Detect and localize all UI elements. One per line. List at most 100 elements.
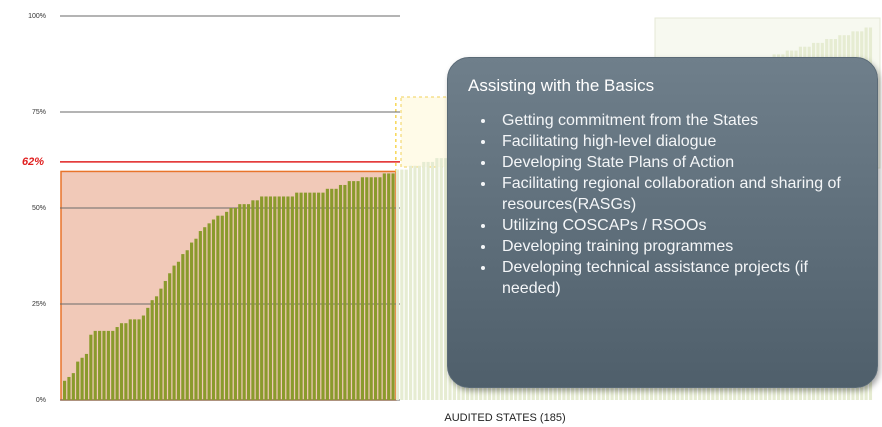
- bar: [303, 192, 308, 400]
- bar: [181, 254, 185, 400]
- bar: [71, 373, 75, 400]
- bar: [338, 184, 343, 400]
- bar: [365, 177, 369, 400]
- bar: [229, 208, 233, 400]
- bar: [76, 361, 80, 400]
- bar: [286, 196, 290, 400]
- bar: [413, 165, 417, 400]
- callout-item: Getting commitment from the States: [496, 110, 861, 131]
- bar: [378, 177, 382, 400]
- bar: [98, 330, 102, 400]
- bar: [282, 196, 286, 400]
- bar: [334, 188, 338, 400]
- bar: [290, 196, 294, 400]
- bar: [373, 177, 378, 400]
- bar: [106, 330, 110, 400]
- bar: [63, 380, 67, 400]
- bar: [137, 319, 141, 400]
- bar: [382, 173, 386, 400]
- bar: [150, 300, 154, 400]
- reference-label: 62%: [22, 156, 44, 168]
- bar: [246, 204, 251, 400]
- bar: [347, 181, 351, 400]
- bar: [395, 169, 400, 400]
- bar: [409, 165, 413, 400]
- bar: [273, 196, 277, 400]
- bar: [360, 177, 364, 400]
- callout-item: Developing technical assistance projects…: [496, 257, 861, 299]
- bar: [133, 319, 137, 400]
- bar: [321, 192, 325, 400]
- bar: [119, 323, 124, 400]
- bar: [172, 265, 176, 400]
- bar: [124, 323, 128, 400]
- x-axis-label: AUDITED STATES (185): [444, 412, 565, 424]
- bar: [260, 196, 264, 400]
- bar: [330, 188, 334, 400]
- bar: [176, 261, 181, 400]
- callout: Assisting with the Basics Getting commit…: [447, 57, 878, 388]
- bar: [194, 238, 198, 400]
- y-tick-label: 25%: [32, 301, 46, 308]
- bar: [251, 200, 255, 400]
- bar: [317, 192, 321, 400]
- callout-item: Facilitating regional collaboration and …: [496, 173, 861, 215]
- y-tick-label: 50%: [32, 205, 46, 212]
- bar: [203, 227, 207, 400]
- bar: [277, 196, 281, 400]
- bar: [295, 192, 299, 400]
- bar: [225, 211, 229, 400]
- bar: [242, 204, 246, 400]
- bar: [312, 192, 316, 400]
- bar: [220, 215, 224, 400]
- bar: [264, 196, 268, 400]
- bar: [141, 315, 145, 400]
- bar: [356, 181, 360, 400]
- bar: [430, 161, 435, 400]
- bar: [207, 223, 211, 400]
- callout-item: Facilitating high-level dialogue: [496, 131, 861, 152]
- bar: [190, 242, 194, 400]
- callout-item: Developing training programmes: [496, 236, 861, 257]
- bar: [308, 192, 312, 400]
- bar: [435, 158, 439, 400]
- callout-title: Assisting with the Basics: [468, 76, 655, 95]
- bar: [185, 250, 189, 400]
- y-tick-label: 100%: [28, 13, 46, 20]
- bar: [146, 307, 150, 400]
- bar: [198, 231, 202, 400]
- bar: [163, 280, 167, 400]
- bar: [89, 334, 93, 400]
- bar: [111, 330, 115, 400]
- bar: [444, 158, 448, 400]
- bar: [128, 319, 132, 400]
- y-tick-label: 0%: [36, 397, 46, 404]
- bar: [387, 173, 391, 400]
- bar: [422, 161, 426, 400]
- bar: [238, 204, 242, 400]
- bar: [325, 188, 329, 400]
- bar: [159, 288, 163, 400]
- bar: [391, 173, 395, 400]
- callout-item: Utilizing COSCAPs / RSOOs: [496, 215, 861, 236]
- bar: [80, 357, 84, 400]
- bar: [426, 161, 430, 400]
- bar: [115, 327, 119, 400]
- bar: [67, 376, 71, 400]
- bar: [404, 169, 408, 400]
- bar: [439, 158, 443, 400]
- bar: [352, 181, 356, 400]
- bar: [400, 169, 404, 400]
- bar: [211, 219, 216, 400]
- callout-list: Getting commitment from the StatesFacili…: [468, 110, 861, 299]
- callout-item: Developing State Plans of Action: [496, 152, 861, 173]
- bar: [417, 165, 421, 400]
- bar: [233, 208, 237, 400]
- bar: [84, 353, 89, 400]
- bar: [168, 273, 172, 400]
- bar: [255, 200, 259, 400]
- y-tick-label: 75%: [32, 109, 46, 116]
- bar: [102, 330, 106, 400]
- bar: [154, 296, 159, 400]
